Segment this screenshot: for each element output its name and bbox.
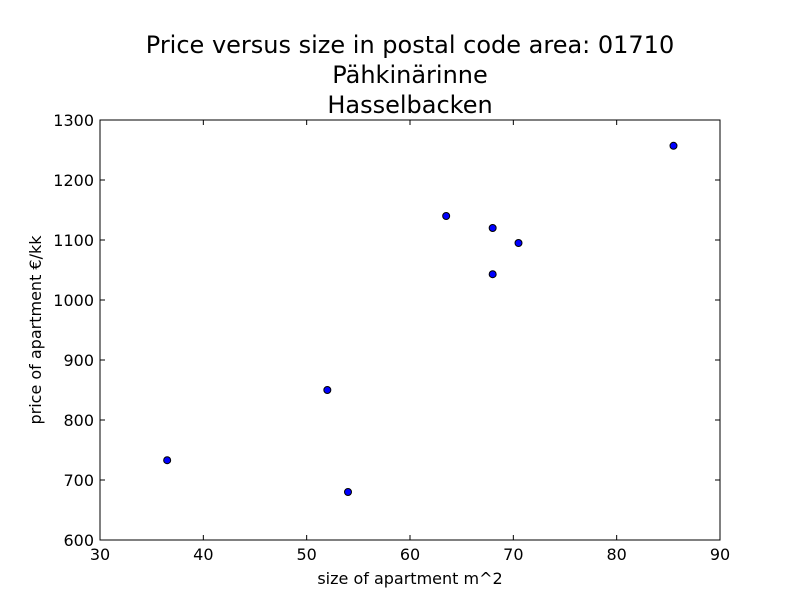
x-axis-title: size of apartment m^2	[317, 569, 502, 588]
x-tick-label: 80	[606, 545, 626, 564]
x-tick-label: 90	[710, 545, 730, 564]
y-tick-label: 700	[63, 471, 94, 490]
x-tick-label: 70	[503, 545, 523, 564]
y-tick-label: 1300	[53, 111, 94, 130]
data-point	[163, 456, 172, 465]
chart-subtitle-line-2: Hasselbacken	[327, 91, 492, 119]
chart-title: Price versus size in postal code area: 0…	[146, 31, 674, 59]
data-point	[323, 386, 332, 394]
x-tick-label: 50	[296, 545, 316, 564]
y-tick-label: 1100	[53, 231, 94, 250]
data-point	[488, 270, 497, 279]
y-axis-title: price of apartment €/kk	[26, 235, 45, 425]
x-tick-label: 40	[193, 545, 213, 564]
chart-subtitle-line-1: Pähkinärinne	[332, 61, 488, 89]
y-tick-label: 1200	[53, 171, 94, 190]
x-tick-label: 60	[400, 545, 420, 564]
plot-area: 30 40 50 60 70 80 90 600 700 800 900 1000 1100 1200 13…	[53, 111, 730, 564]
x-tick-label: 30	[90, 545, 110, 564]
data-point	[442, 212, 451, 220]
plot-frame	[99, 119, 721, 541]
y-tick-label: 900	[63, 351, 94, 370]
y-tick-label: 800	[63, 411, 94, 430]
y-tick-label: 600	[63, 531, 94, 550]
data-point	[514, 239, 523, 247]
data-point	[669, 141, 678, 150]
data-point	[488, 224, 497, 232]
y-tick-label: 1000	[53, 291, 94, 310]
data-point	[344, 488, 352, 496]
